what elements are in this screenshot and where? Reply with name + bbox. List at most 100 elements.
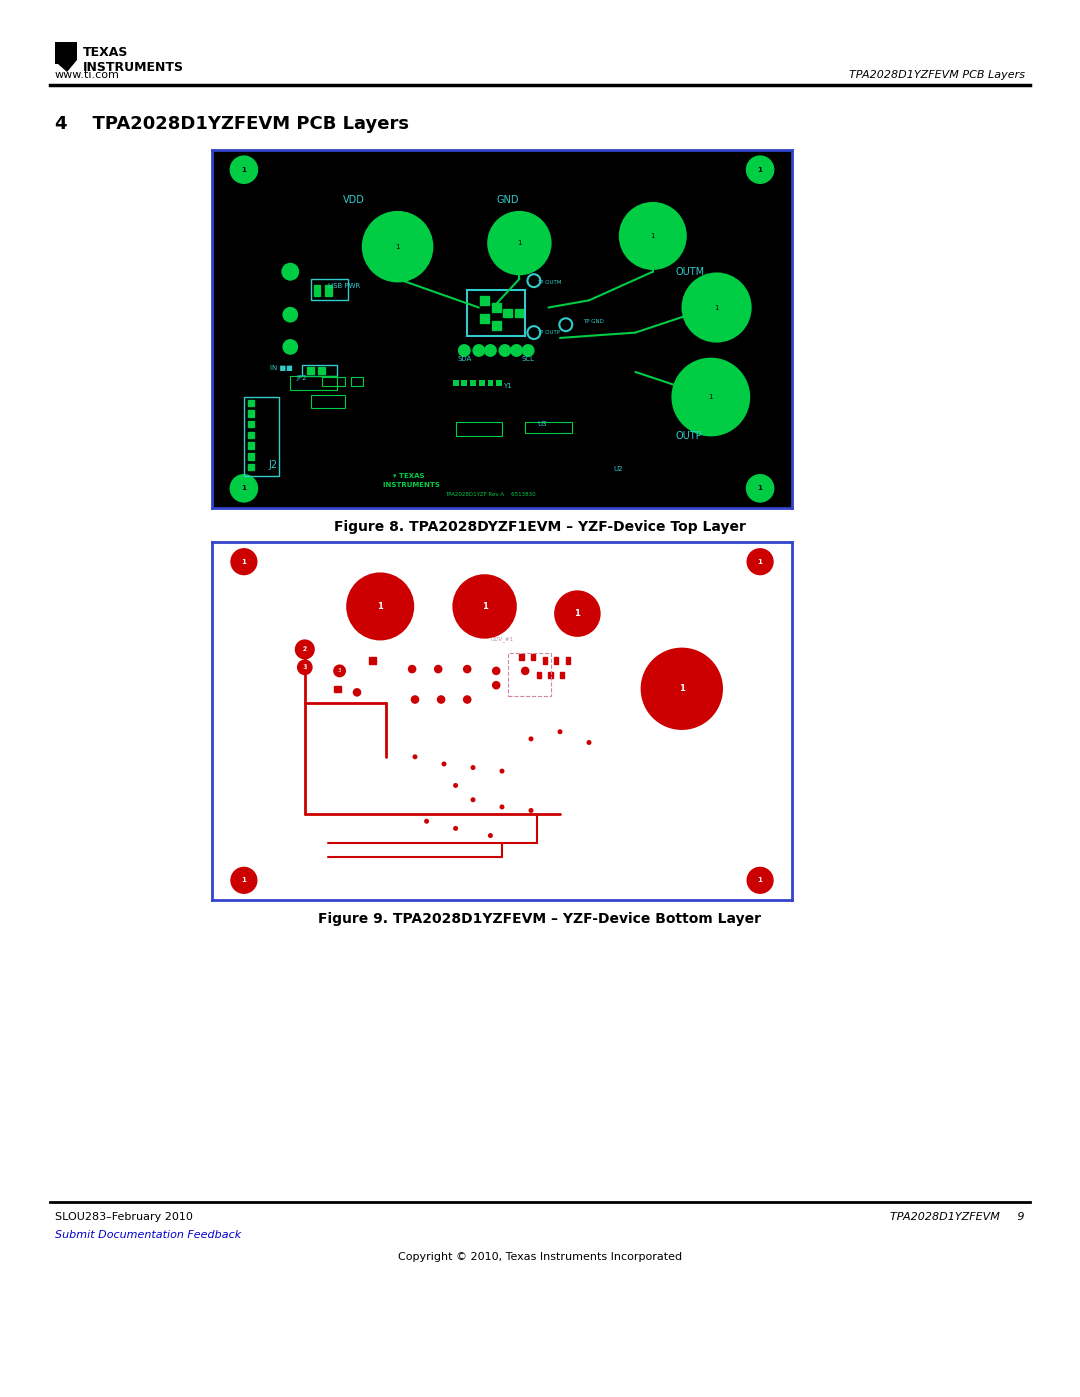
Text: VDD: VDD (342, 196, 364, 205)
Ellipse shape (499, 344, 511, 356)
Ellipse shape (463, 696, 472, 704)
PathPatch shape (55, 42, 77, 73)
Ellipse shape (282, 263, 299, 281)
Text: TP GND: TP GND (583, 320, 604, 324)
Ellipse shape (491, 680, 500, 690)
Ellipse shape (499, 805, 504, 809)
Bar (307, 367, 313, 374)
Ellipse shape (522, 344, 535, 356)
Bar (496, 380, 502, 387)
Text: 1: 1 (650, 233, 656, 239)
Bar (322, 377, 346, 387)
Bar (519, 654, 524, 661)
Text: TP OUTM: TP OUTM (537, 279, 562, 285)
Ellipse shape (672, 358, 751, 436)
Text: J2: J2 (268, 460, 278, 469)
Bar (311, 279, 348, 300)
Text: U3: U3 (538, 420, 548, 427)
Text: SCL: SCL (522, 356, 535, 362)
Bar (525, 422, 571, 433)
Text: www.ti.com: www.ti.com (55, 70, 120, 80)
Text: JP2: JP2 (297, 374, 307, 381)
Text: Copyright © 2010, Texas Instruments Incorporated: Copyright © 2010, Texas Instruments Inco… (397, 1252, 683, 1261)
Bar (244, 397, 279, 476)
Ellipse shape (681, 272, 752, 342)
Bar (480, 314, 489, 323)
Bar (566, 657, 570, 664)
Text: 1: 1 (242, 166, 246, 173)
Text: 1: 1 (758, 166, 762, 173)
Text: 3: 3 (338, 668, 341, 673)
Text: USB PWR: USB PWR (328, 284, 361, 289)
Ellipse shape (746, 155, 774, 184)
Ellipse shape (230, 155, 258, 184)
Ellipse shape (424, 819, 429, 824)
Bar (248, 411, 254, 416)
Bar (554, 657, 558, 664)
Text: 1: 1 (758, 877, 762, 883)
Ellipse shape (295, 640, 315, 659)
Ellipse shape (283, 339, 298, 355)
Text: 1: 1 (303, 665, 307, 669)
Text: OUTM: OUTM (676, 267, 705, 277)
Ellipse shape (353, 689, 362, 697)
Bar (480, 296, 489, 305)
Ellipse shape (410, 696, 419, 704)
Bar (325, 285, 332, 296)
Ellipse shape (362, 211, 433, 282)
Text: SLOU283–February 2010: SLOU283–February 2010 (55, 1213, 193, 1222)
Bar (248, 464, 254, 471)
Text: 1: 1 (395, 243, 400, 250)
Text: 1: 1 (708, 394, 713, 400)
Text: 1: 1 (714, 305, 719, 310)
Ellipse shape (484, 344, 497, 356)
Ellipse shape (413, 754, 418, 760)
Text: ▾ TEXAS: ▾ TEXAS (393, 474, 424, 479)
Ellipse shape (521, 666, 529, 675)
Ellipse shape (454, 826, 458, 831)
Bar (302, 365, 337, 376)
Bar (248, 443, 254, 448)
Text: IN ■■: IN ■■ (270, 366, 293, 372)
Ellipse shape (619, 203, 687, 270)
Text: 1: 1 (517, 240, 522, 246)
Ellipse shape (510, 344, 523, 356)
Ellipse shape (557, 729, 563, 735)
Bar (368, 657, 376, 664)
Bar (311, 395, 346, 408)
Text: TPA2028D1YZF Rev A    6513830: TPA2028D1YZF Rev A 6513830 (445, 492, 536, 497)
Text: Figure 8. TPA2028DYZF1EVM – YZF-Device Top Layer: Figure 8. TPA2028DYZF1EVM – YZF-Device T… (334, 520, 746, 534)
Ellipse shape (283, 307, 298, 323)
Bar (248, 432, 254, 439)
Text: TPA2028D1YZFEVM     9: TPA2028D1YZFEVM 9 (891, 1213, 1025, 1222)
Ellipse shape (436, 696, 445, 704)
Text: 2: 2 (303, 647, 307, 652)
Ellipse shape (453, 574, 517, 638)
Bar (515, 309, 524, 317)
Text: 1: 1 (758, 485, 762, 492)
Text: 1: 1 (482, 602, 487, 610)
Text: 1: 1 (242, 485, 246, 492)
Bar (248, 453, 254, 460)
Text: GND: GND (496, 196, 518, 205)
Bar (508, 652, 551, 696)
Bar (351, 377, 363, 387)
Bar (248, 400, 254, 407)
Ellipse shape (488, 833, 492, 838)
Ellipse shape (499, 768, 504, 774)
Text: Figure 9. TPA2028D1YZFEVM – YZF-Device Bottom Layer: Figure 9. TPA2028D1YZFEVM – YZF-Device B… (319, 912, 761, 926)
Text: OUTP: OUTP (676, 432, 703, 441)
Bar (537, 672, 541, 678)
Bar (503, 309, 512, 317)
Ellipse shape (528, 736, 534, 742)
Text: 3: 3 (302, 665, 307, 671)
Ellipse shape (471, 798, 475, 802)
Ellipse shape (442, 761, 446, 767)
Text: SDA: SDA (457, 356, 472, 362)
Text: Submit Documentation Feedback: Submit Documentation Feedback (55, 1229, 241, 1241)
Text: GDV_#1: GDV_#1 (490, 636, 513, 641)
Text: 1: 1 (758, 559, 762, 564)
Bar (456, 422, 502, 436)
Bar (491, 303, 501, 312)
Bar (461, 380, 468, 387)
